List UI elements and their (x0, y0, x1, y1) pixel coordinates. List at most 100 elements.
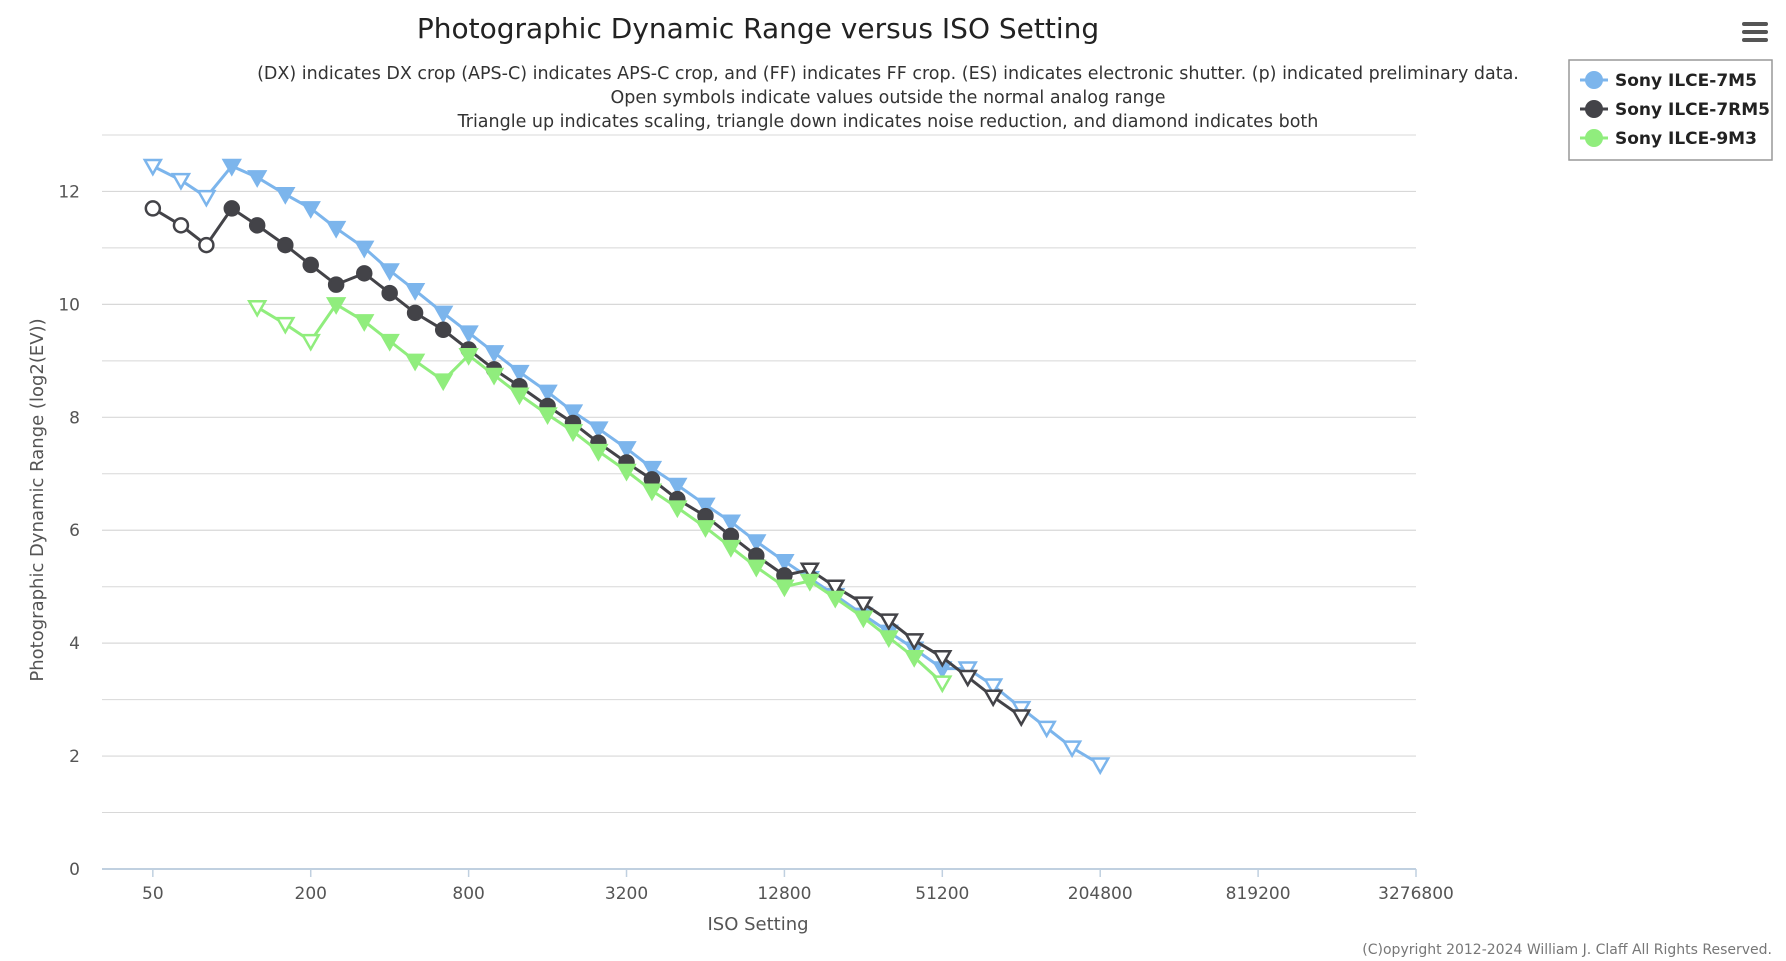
data-point (825, 590, 846, 609)
data-point (562, 424, 584, 442)
data-point (247, 299, 268, 318)
legend-marker (1585, 129, 1603, 147)
data-point (746, 534, 767, 553)
data-point (458, 347, 479, 366)
data-point (537, 384, 558, 403)
data-point (483, 367, 505, 386)
copyright-credit: (C)opyright 2012-2024 William J. Claff A… (1362, 942, 1772, 958)
data-point (404, 283, 426, 301)
data-point (509, 387, 530, 406)
data-point (142, 158, 163, 177)
data-point (223, 200, 241, 217)
x-tick-label: 51200 (915, 884, 969, 904)
y-tick-label: 6 (69, 521, 80, 541)
y-axis-ticks: 0 2 4 6 8 10 12 (58, 182, 80, 880)
data-point (327, 276, 345, 293)
data-point (248, 217, 266, 234)
data-point (616, 441, 637, 459)
series-1 (144, 200, 1032, 728)
data-point (695, 520, 716, 538)
data-point (904, 633, 925, 651)
data-point (379, 333, 400, 352)
data-point (774, 554, 795, 572)
data-point (825, 579, 846, 598)
legend-item[interactable]: Sony ILCE-7RM5 (1580, 100, 1770, 120)
data-point (325, 220, 347, 239)
legend-item[interactable]: Sony ILCE-9M3 (1580, 129, 1757, 149)
x-tick-label: 12800 (757, 884, 811, 904)
hamburger-menu-icon[interactable] (1735, 20, 1775, 50)
data-point (275, 187, 296, 205)
data-point (1011, 700, 1032, 719)
data-point (667, 500, 688, 519)
data-point (746, 559, 767, 578)
data-point (277, 236, 294, 254)
data-point (1090, 757, 1111, 776)
x-tick-label: 800 (452, 884, 484, 904)
data-point (537, 407, 558, 426)
data-point (641, 460, 663, 479)
x-tick-label: 819200 (1226, 884, 1291, 904)
data-point (354, 240, 375, 259)
data-point (957, 669, 978, 688)
data-point (170, 172, 192, 191)
data-point (300, 201, 321, 219)
data-point (509, 364, 530, 383)
data-point (588, 421, 609, 440)
x-tick-label: 204800 (1068, 884, 1133, 904)
data-point (904, 650, 925, 668)
x-tick-label: 3276800 (1378, 884, 1454, 904)
plot-series (142, 158, 1111, 776)
data-point (588, 443, 609, 462)
chart-subtitle-line-1: (DX) indicates DX crop (APS-C) indicates… (257, 64, 1519, 84)
data-point (458, 325, 479, 344)
data-point (379, 263, 400, 282)
grid-lines (102, 134, 1416, 870)
series-line (152, 206, 1023, 718)
data-point (198, 236, 215, 254)
data-point (302, 256, 319, 274)
y-tick-label: 2 (69, 747, 80, 767)
y-tick-label: 0 (69, 860, 80, 880)
data-point (932, 675, 953, 694)
y-tick-label: 8 (69, 408, 80, 428)
chart-legend: Sony ILCE-7M5 Sony ILCE-7RM5 Sony ILCE-9M3 (1568, 59, 1773, 161)
data-point (434, 321, 452, 339)
data-point (641, 483, 663, 502)
legend-label: Sony ILCE-7M5 (1615, 71, 1757, 91)
data-point (172, 217, 190, 234)
legend-marker (1585, 100, 1603, 118)
data-point (247, 170, 268, 188)
data-point (695, 497, 716, 516)
data-point (404, 353, 426, 372)
data-point (275, 316, 296, 335)
data-point (853, 610, 874, 629)
data-point (221, 158, 242, 177)
data-point (616, 463, 637, 482)
data-point (354, 314, 375, 332)
data-point (144, 200, 162, 217)
y-tick-label: 10 (58, 295, 80, 315)
data-point (356, 265, 373, 282)
data-point (406, 304, 424, 322)
chart-subtitle-line-3: Triangle up indicates scaling, triangle … (457, 112, 1319, 132)
data-point (562, 404, 584, 423)
x-axis-ticks: 50 200 800 3200 12800 51200 204800 819200 327680… (142, 869, 1454, 904)
data-point (799, 562, 820, 581)
data-point (982, 678, 1004, 697)
data-point (878, 630, 899, 649)
chart-title: Photographic Dynamic Range versus ISO Se… (417, 12, 1099, 45)
data-point (483, 345, 505, 363)
data-point (853, 596, 874, 615)
y-axis-title: Photographic Dynamic Range (log2(EV)) (27, 318, 48, 681)
data-point (300, 333, 321, 352)
legend-label: Sony ILCE-9M3 (1615, 129, 1757, 149)
x-axis-title: ISO Setting (707, 914, 808, 935)
data-point (325, 297, 347, 315)
data-point (982, 689, 1004, 708)
x-tick-label: 200 (295, 884, 327, 904)
y-tick-label: 12 (58, 182, 80, 202)
data-point (196, 189, 217, 208)
legend-item[interactable]: Sony ILCE-7M5 (1580, 71, 1757, 91)
